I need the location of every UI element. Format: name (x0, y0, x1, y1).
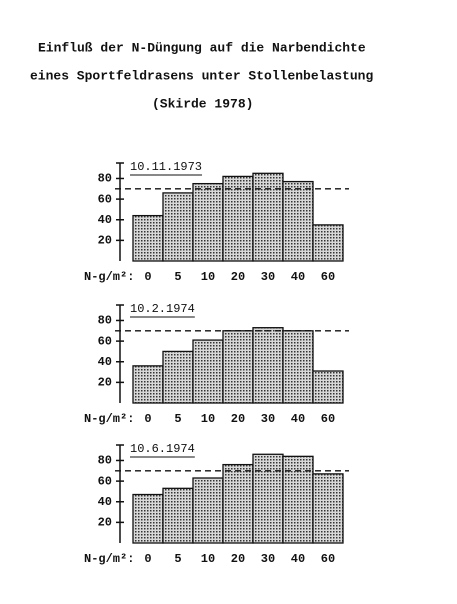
x-tick-label: 30 (261, 412, 275, 426)
x-tick-label: 30 (261, 270, 275, 284)
title-line: Einfluß der N-Düngung auf die Narbendich… (38, 40, 366, 55)
y-tick-label: 20 (98, 234, 112, 248)
bar (132, 214, 164, 262)
x-tick-label: 20 (231, 270, 245, 284)
y-tick-label: 80 (98, 454, 112, 468)
x-tick-label: 40 (291, 412, 305, 426)
subplot-title: 10.2.1974 (130, 302, 195, 316)
bar (132, 365, 164, 404)
bar (192, 339, 224, 404)
bar (162, 192, 194, 262)
title-line: (Skirde 1978) (152, 96, 253, 111)
x-tick-label: 60 (321, 552, 335, 566)
x-tick-label: 60 (321, 270, 335, 284)
bar (252, 172, 284, 262)
bar (312, 370, 344, 404)
x-tick-label: 40 (291, 552, 305, 566)
subplot-title: 10.11.1973 (130, 160, 202, 174)
x-axis-label: N-g/m²: (84, 270, 134, 284)
x-tick-label: 0 (144, 412, 151, 426)
x-tick-label: 20 (231, 412, 245, 426)
bar (252, 327, 284, 404)
y-tick-label: 40 (98, 213, 112, 227)
x-axis-label: N-g/m²: (84, 412, 134, 426)
y-tick-label: 40 (98, 355, 112, 369)
y-tick-label: 20 (98, 516, 112, 530)
x-tick-label: 5 (174, 270, 181, 284)
x-tick-label: 20 (231, 552, 245, 566)
title-line: eines Sportfeldrasens unter Stollenbelas… (30, 68, 373, 83)
subplot-title: 10.6.1974 (130, 442, 195, 456)
x-tick-label: 0 (144, 552, 151, 566)
bar (162, 350, 194, 404)
x-axis-label: N-g/m²: (84, 552, 134, 566)
bar (192, 182, 224, 262)
x-tick-label: 5 (174, 412, 181, 426)
y-tick-label: 80 (98, 172, 112, 186)
bar (282, 455, 314, 544)
bar (192, 477, 224, 544)
bar (222, 175, 254, 262)
y-tick-label: 60 (98, 192, 112, 206)
x-tick-label: 10 (201, 412, 215, 426)
y-tick-label: 80 (98, 314, 112, 328)
bar (222, 330, 254, 404)
x-tick-label: 60 (321, 412, 335, 426)
bar (132, 493, 164, 544)
y-tick-label: 20 (98, 376, 112, 390)
x-tick-label: 10 (201, 552, 215, 566)
bar (312, 224, 344, 262)
y-tick-label: 60 (98, 334, 112, 348)
x-tick-label: 0 (144, 270, 151, 284)
y-tick-label: 60 (98, 474, 112, 488)
x-tick-label: 10 (201, 270, 215, 284)
bar (222, 463, 254, 544)
bar (312, 473, 344, 544)
bar (252, 453, 284, 544)
bar (282, 330, 314, 404)
x-tick-label: 40 (291, 270, 305, 284)
y-tick-label: 40 (98, 495, 112, 509)
x-tick-label: 30 (261, 552, 275, 566)
x-tick-label: 5 (174, 552, 181, 566)
bar (282, 180, 314, 262)
bar (162, 487, 194, 544)
